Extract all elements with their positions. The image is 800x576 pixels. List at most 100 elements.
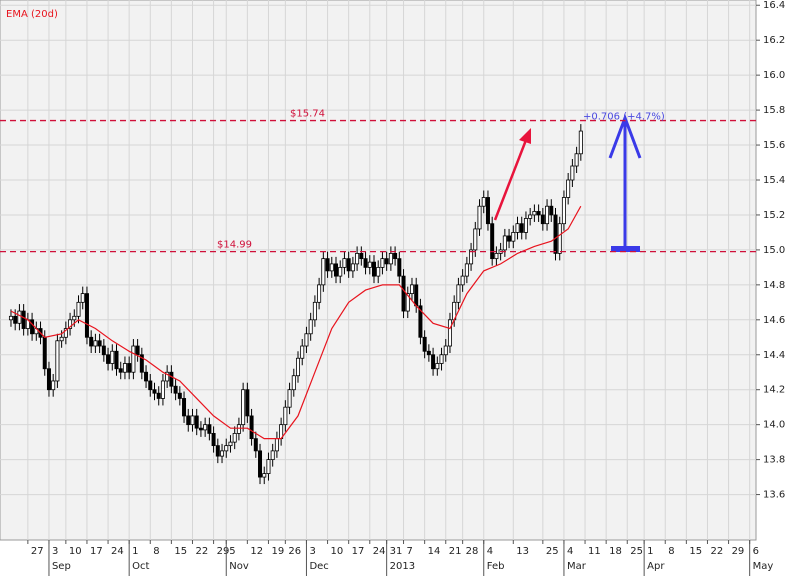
candle-body	[409, 284, 414, 294]
y-tick-label: 15.2	[763, 210, 785, 221]
candle-body	[198, 427, 203, 431]
candle-body	[312, 301, 317, 321]
candle-body	[17, 310, 22, 324]
month-label: Oct	[132, 561, 149, 572]
candle-body	[363, 258, 368, 268]
candle-body	[367, 261, 372, 268]
candle-body	[355, 252, 360, 265]
candle-body	[477, 205, 482, 230]
candle-body	[414, 284, 419, 307]
candle-body	[122, 363, 127, 373]
candle-body	[13, 315, 18, 324]
x-tick-label: 24	[373, 546, 386, 557]
x-tick-label: 22	[710, 546, 723, 557]
candle-body	[540, 214, 545, 225]
candle-body	[473, 228, 478, 251]
candle-body	[220, 450, 225, 457]
y-tick-label: 14.2	[763, 385, 785, 396]
candle-body	[236, 424, 241, 434]
candle-body	[241, 389, 246, 426]
candle-body	[211, 432, 216, 447]
x-tick-label: 17	[90, 546, 103, 557]
x-tick-label: 4	[487, 546, 493, 557]
candle-body	[553, 214, 558, 254]
x-tick-label: 17	[352, 546, 365, 557]
candle-body	[152, 389, 157, 394]
candle-body	[418, 305, 423, 338]
candle-body	[578, 130, 583, 155]
candle-body	[401, 275, 406, 312]
y-tick-label: 14.4	[763, 350, 785, 361]
candle-body	[519, 223, 524, 233]
candle-body	[245, 389, 250, 417]
change-annotation: +0.706 (+4.7%)	[583, 112, 665, 123]
x-tick-label: 19	[271, 546, 284, 557]
ema-line	[10, 205, 582, 440]
y-tick-label: 14.6	[763, 315, 785, 326]
candle-body	[443, 345, 448, 356]
x-tick-label: 15	[174, 546, 187, 557]
candle-body	[114, 350, 119, 370]
candle-body	[46, 368, 51, 391]
candle-body	[194, 415, 199, 429]
candle-body	[148, 380, 153, 391]
candle-body	[338, 266, 343, 277]
candle-body	[160, 380, 165, 399]
x-tick-label: 6	[753, 546, 759, 557]
candle-body	[144, 371, 149, 382]
x-tick-label: 3	[52, 546, 58, 557]
candle-body	[507, 235, 512, 242]
x-tick-label: 7	[407, 546, 413, 557]
candle-body	[173, 385, 178, 394]
candle-body	[215, 445, 220, 457]
candle-body	[350, 263, 355, 272]
x-tick-label: 4	[567, 546, 573, 557]
candle-body	[447, 319, 452, 347]
candle-body	[131, 345, 136, 373]
candle-body	[76, 301, 81, 317]
candle-body	[300, 345, 305, 359]
candle-body	[224, 445, 229, 452]
candle-body	[325, 258, 330, 272]
candle-body	[359, 252, 364, 260]
candle-body	[393, 252, 398, 260]
x-tick-label: 5	[229, 546, 235, 557]
candle-body	[376, 266, 381, 277]
candle-body	[68, 319, 73, 329]
x-tick-label: 28	[466, 546, 479, 557]
candle-body	[456, 284, 461, 303]
candle-body	[528, 214, 533, 219]
ema-legend: EMA (20d)	[6, 9, 58, 20]
candle-body	[228, 441, 233, 447]
x-tick-label: 8	[153, 546, 159, 557]
grid	[0, 0, 756, 540]
x-tick-label: 29	[732, 546, 745, 557]
x-tick-label: 25	[630, 546, 643, 557]
candle-body	[182, 398, 187, 417]
candle-body	[177, 392, 182, 399]
x-tick-label: 3	[309, 546, 315, 557]
marks	[8, 124, 583, 485]
candle-body	[72, 315, 77, 321]
candle-body	[317, 284, 322, 303]
candle-body	[84, 293, 89, 338]
candle-body	[291, 375, 296, 391]
month-label: Dec	[309, 561, 328, 572]
candle-body	[536, 211, 541, 216]
candle-body	[55, 340, 60, 382]
candle-body	[502, 235, 507, 251]
month-label: Nov	[229, 561, 249, 572]
candle-body	[460, 275, 465, 286]
month-label: Sep	[52, 561, 71, 572]
red-arrow-head	[519, 128, 531, 144]
candle-body	[30, 319, 35, 335]
candle-body	[186, 415, 191, 426]
candle-body	[127, 363, 132, 373]
candle-body	[139, 354, 144, 373]
month-label: Feb	[487, 561, 505, 572]
blue-arrow-head	[608, 113, 642, 159]
x-tick-label: 18	[609, 546, 622, 557]
candle-body	[63, 328, 68, 338]
candle-body	[435, 363, 440, 370]
